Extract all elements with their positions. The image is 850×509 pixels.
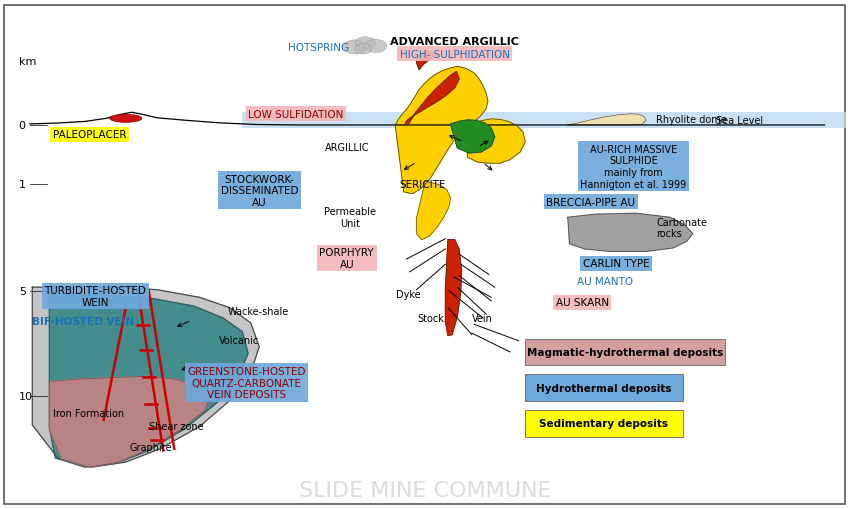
- Text: ADVANCED ARGILLIC: ADVANCED ARGILLIC: [390, 37, 519, 47]
- Text: Shear zone: Shear zone: [150, 421, 204, 432]
- Text: HIGH- SULPHIDATION: HIGH- SULPHIDATION: [400, 49, 510, 60]
- Polygon shape: [32, 288, 259, 467]
- Polygon shape: [49, 295, 248, 467]
- Text: 0: 0: [19, 121, 26, 131]
- Text: AU MANTO: AU MANTO: [577, 276, 633, 286]
- Text: Iron Formation: Iron Formation: [53, 408, 124, 418]
- Text: Stock: Stock: [417, 313, 445, 323]
- Polygon shape: [445, 240, 462, 336]
- Text: Sea Level: Sea Level: [716, 116, 762, 126]
- Ellipse shape: [355, 38, 376, 50]
- Text: Graphite: Graphite: [130, 442, 173, 452]
- FancyBboxPatch shape: [525, 339, 725, 365]
- Text: SLIDE MINE COMMUNE: SLIDE MINE COMMUNE: [298, 479, 552, 500]
- Text: 5: 5: [19, 286, 26, 296]
- Text: Wacke-shale: Wacke-shale: [228, 306, 289, 317]
- Text: Rhyolite dome: Rhyolite dome: [656, 115, 727, 125]
- Text: TURBIDITE-HOSTED
WEIN: TURBIDITE-HOSTED WEIN: [44, 286, 146, 307]
- Text: Volcanic: Volcanic: [219, 335, 259, 345]
- Text: ARGILLIC: ARGILLIC: [325, 143, 369, 153]
- Ellipse shape: [343, 41, 367, 55]
- Ellipse shape: [354, 45, 371, 55]
- Polygon shape: [416, 52, 437, 70]
- Text: Magmatic-hydrothermal deposits: Magmatic-hydrothermal deposits: [527, 347, 723, 357]
- Text: 1: 1: [19, 179, 26, 189]
- Polygon shape: [395, 67, 488, 194]
- FancyBboxPatch shape: [525, 410, 683, 437]
- Text: BRECCIA-PIPE AU: BRECCIA-PIPE AU: [547, 197, 635, 208]
- Polygon shape: [405, 72, 459, 126]
- FancyBboxPatch shape: [525, 375, 683, 401]
- Text: CARLIN TYPE: CARLIN TYPE: [583, 259, 649, 269]
- Text: 10: 10: [19, 391, 32, 401]
- Ellipse shape: [110, 115, 142, 123]
- Text: AU SKARN: AU SKARN: [556, 298, 609, 308]
- Text: STOCKWORK-
DISSEMINATED
AU: STOCKWORK- DISSEMINATED AU: [220, 174, 298, 208]
- Text: BIF-HOSTED VEIN: BIF-HOSTED VEIN: [32, 317, 134, 327]
- Text: AU-RICH MASSIVE
SULPHIDE
mainly from
Hannigton et al. 1999: AU-RICH MASSIVE SULPHIDE mainly from Han…: [580, 145, 686, 189]
- Text: km: km: [19, 57, 36, 67]
- Text: PORPHYRY
AU: PORPHYRY AU: [320, 248, 374, 269]
- Text: Sedimentary deposits: Sedimentary deposits: [540, 418, 668, 429]
- Text: HOTSPRING: HOTSPRING: [288, 43, 349, 53]
- FancyBboxPatch shape: [4, 6, 845, 504]
- Polygon shape: [568, 214, 693, 252]
- Polygon shape: [466, 120, 525, 164]
- Text: Vein: Vein: [472, 313, 492, 323]
- Text: Permeable
Unit: Permeable Unit: [324, 207, 377, 229]
- Ellipse shape: [365, 40, 387, 53]
- Polygon shape: [568, 115, 646, 126]
- Text: PALEOPLACER: PALEOPLACER: [53, 130, 126, 140]
- Text: Hydrothermal deposits: Hydrothermal deposits: [536, 383, 672, 393]
- Text: LOW SULFIDATION: LOW SULFIDATION: [248, 109, 343, 120]
- Polygon shape: [416, 182, 450, 240]
- Text: SERICITE: SERICITE: [400, 179, 445, 189]
- Polygon shape: [450, 121, 495, 154]
- Text: Dyke: Dyke: [396, 289, 420, 299]
- Bar: [242, 113, 846, 128]
- Text: Carbonate
rocks: Carbonate rocks: [656, 217, 707, 239]
- Polygon shape: [49, 377, 211, 467]
- Text: GREENSTONE-HOSTED
QUARTZ-CARBONATE
VEIN DEPOSITS: GREENSTONE-HOSTED QUARTZ-CARBONATE VEIN …: [187, 366, 306, 400]
